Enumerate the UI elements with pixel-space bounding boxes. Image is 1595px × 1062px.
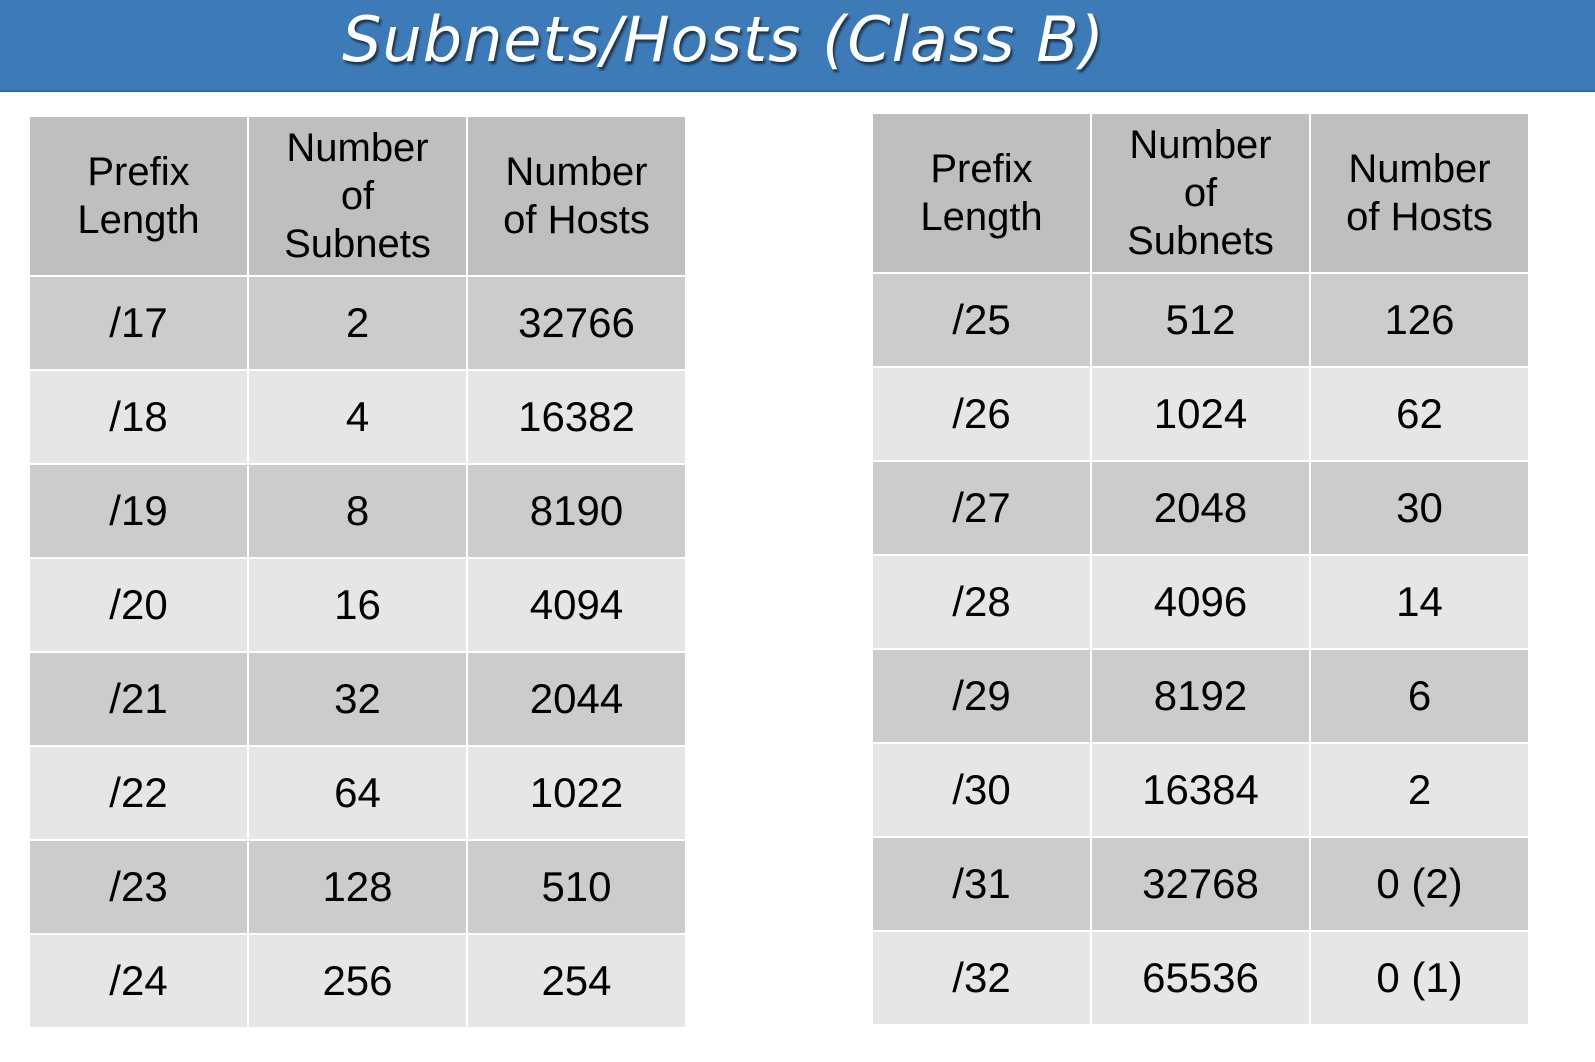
header-line: Number <box>286 126 429 170</box>
table-row: /26 1024 62 <box>873 368 1528 462</box>
header-line: of <box>340 174 375 218</box>
subnet-table-right: Prefix Length Number of Subnets Number o… <box>873 114 1528 1024</box>
subnets-cell: 128 <box>249 841 468 935</box>
subnets-cell: 64 <box>249 747 468 841</box>
subnets-cell: 4096 <box>1092 556 1311 650</box>
hosts-cell: 254 <box>468 935 685 1027</box>
hosts-cell: 2 <box>1311 744 1528 838</box>
hosts-cell: 0 (1) <box>1311 932 1528 1024</box>
prefix-cell: /27 <box>873 462 1092 556</box>
header-row: Prefix Length Number of Subnets Number o… <box>873 114 1528 274</box>
table-row: /30 16384 2 <box>873 744 1528 838</box>
hosts-cell: 126 <box>1311 274 1528 368</box>
subnets-cell: 32 <box>249 653 468 747</box>
title-bar: Subnets/Hosts (Class B) <box>0 0 1595 92</box>
prefix-cell: /26 <box>873 368 1092 462</box>
prefix-cell: /32 <box>873 932 1092 1024</box>
prefix-cell: /17 <box>30 277 249 371</box>
header-line: of <box>1183 171 1218 215</box>
prefix-cell: /21 <box>30 653 249 747</box>
prefix-cell: /30 <box>873 744 1092 838</box>
subnets-cell: 2048 <box>1092 462 1311 556</box>
prefix-cell: /18 <box>30 371 249 465</box>
subnets-cell: 16384 <box>1092 744 1311 838</box>
hosts-cell: 30 <box>1311 462 1528 556</box>
hosts-cell: 510 <box>468 841 685 935</box>
hosts-cell: 62 <box>1311 368 1528 462</box>
table-row: /20 16 4094 <box>30 559 685 653</box>
subnets-cell: 16 <box>249 559 468 653</box>
table-row: /31 32768 0 (2) <box>873 838 1528 932</box>
hosts-cell: 2044 <box>468 653 685 747</box>
prefix-cell: /20 <box>30 559 249 653</box>
page-title: Subnets/Hosts (Class B) <box>342 3 1105 76</box>
header-line: Subnets <box>1127 219 1274 263</box>
table-row: /25 512 126 <box>873 274 1528 368</box>
header-line: Length <box>920 195 1043 239</box>
subnets-cell: 2 <box>249 277 468 371</box>
hosts-cell: 32766 <box>468 277 685 371</box>
hosts-cell: 14 <box>1311 556 1528 650</box>
prefix-cell: /24 <box>30 935 249 1027</box>
subnets-cell: 1024 <box>1092 368 1311 462</box>
hosts-cell: 8190 <box>468 465 685 559</box>
subnets-cell: 65536 <box>1092 932 1311 1024</box>
header-line: Prefix <box>87 150 190 194</box>
hosts-cell: 1022 <box>468 747 685 841</box>
table-row: /17 2 32766 <box>30 277 685 371</box>
subnets-cell: 4 <box>249 371 468 465</box>
prefix-cell: /28 <box>873 556 1092 650</box>
table-row: /32 65536 0 (1) <box>873 932 1528 1024</box>
subnet-table-left: Prefix Length Number of Subnets Number o… <box>30 117 685 1027</box>
subnets-cell: 512 <box>1092 274 1311 368</box>
table-row: /21 32 2044 <box>30 653 685 747</box>
prefix-cell: /19 <box>30 465 249 559</box>
header-number-of-hosts: Number of Hosts <box>468 117 685 277</box>
header-number-of-subnets: Number of Subnets <box>249 117 468 277</box>
header-line: Number <box>1348 147 1491 191</box>
header-number-of-hosts: Number of Hosts <box>1311 114 1528 274</box>
subnets-cell: 8 <box>249 465 468 559</box>
subnets-cell: 256 <box>249 935 468 1027</box>
header-line: Subnets <box>284 222 431 266</box>
hosts-cell: 16382 <box>468 371 685 465</box>
header-line: of Hosts <box>1346 195 1493 239</box>
prefix-cell: /31 <box>873 838 1092 932</box>
table-row: /29 8192 6 <box>873 650 1528 744</box>
hosts-cell: 0 (2) <box>1311 838 1528 932</box>
table-row: /24 256 254 <box>30 935 685 1027</box>
prefix-cell: /22 <box>30 747 249 841</box>
subnets-cell: 32768 <box>1092 838 1311 932</box>
table-row: /22 64 1022 <box>30 747 685 841</box>
hosts-cell: 6 <box>1311 650 1528 744</box>
header-line: Number <box>1129 123 1272 167</box>
table-row: /28 4096 14 <box>873 556 1528 650</box>
header-line: Number <box>505 150 648 194</box>
table-row: /23 128 510 <box>30 841 685 935</box>
header-prefix-length: Prefix Length <box>30 117 249 277</box>
prefix-cell: /29 <box>873 650 1092 744</box>
subnets-cell: 8192 <box>1092 650 1311 744</box>
header-row: Prefix Length Number of Subnets Number o… <box>30 117 685 277</box>
header-number-of-subnets: Number of Subnets <box>1092 114 1311 274</box>
table-row: /18 4 16382 <box>30 371 685 465</box>
header-prefix-length: Prefix Length <box>873 114 1092 274</box>
header-line: Length <box>77 198 200 242</box>
prefix-cell: /25 <box>873 274 1092 368</box>
header-line: of Hosts <box>503 198 650 242</box>
table-row: /19 8 8190 <box>30 465 685 559</box>
table-row: /27 2048 30 <box>873 462 1528 556</box>
header-line: Prefix <box>930 147 1033 191</box>
hosts-cell: 4094 <box>468 559 685 653</box>
prefix-cell: /23 <box>30 841 249 935</box>
